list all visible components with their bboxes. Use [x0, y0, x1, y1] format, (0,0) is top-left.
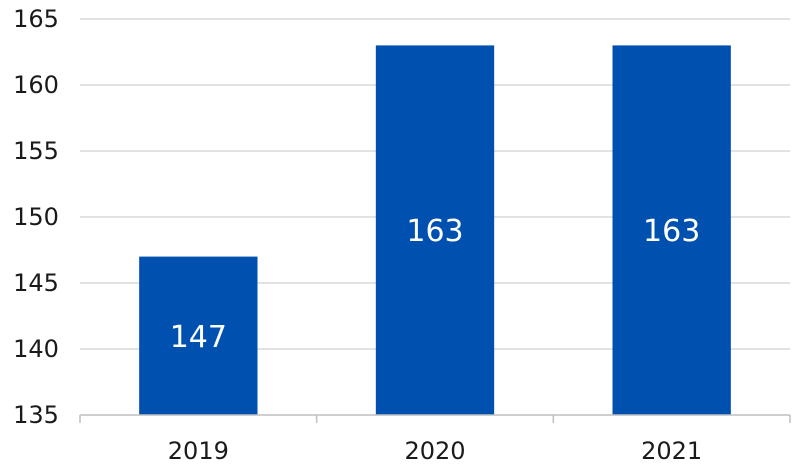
bar-data-label: 147	[170, 320, 227, 355]
x-tick-label: 2021	[641, 437, 702, 465]
x-tick-label: 2020	[404, 437, 465, 465]
y-tick-label: 135	[13, 401, 59, 429]
x-tick-label: 2019	[168, 437, 229, 465]
bar-data-label: 163	[406, 214, 463, 249]
y-tick-label: 160	[13, 71, 59, 99]
y-tick-label: 165	[13, 5, 59, 33]
bar	[139, 256, 258, 415]
y-axis-ticks: 135 140 145 150 155 160 165	[13, 5, 59, 429]
y-tick-label: 155	[13, 137, 59, 165]
x-axis: 2019 2020 2021	[79, 414, 791, 465]
bars: 147 163 163	[139, 45, 731, 416]
y-tick-label: 140	[13, 335, 59, 363]
bar-data-label: 163	[643, 214, 700, 249]
bar	[612, 45, 731, 416]
y-tick-label: 145	[13, 269, 59, 297]
bar	[375, 45, 495, 416]
y-tick-label: 150	[13, 203, 59, 231]
